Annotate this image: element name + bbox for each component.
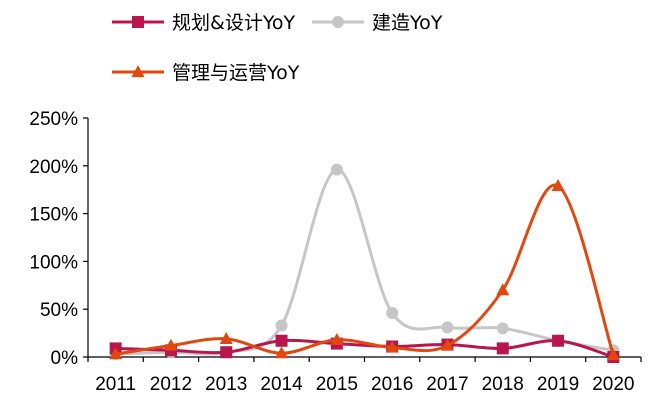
x-tick-label: 2017 — [426, 374, 468, 395]
series-layer — [109, 163, 620, 363]
data-point — [386, 307, 399, 320]
series-yoy — [109, 179, 620, 361]
series-line — [114, 183, 615, 357]
x-tick-label: 2016 — [371, 374, 413, 395]
x-tick-label: 2015 — [316, 374, 358, 395]
legend-label: 管理与运营YoY — [172, 62, 300, 84]
x-tick-label: 2018 — [482, 374, 524, 395]
x-tick-label: 2014 — [260, 374, 303, 395]
x-tick-label: 2011 — [95, 374, 136, 395]
data-point — [330, 163, 343, 176]
y-tick-label: 150% — [29, 205, 78, 226]
series-line — [114, 338, 615, 359]
data-point — [275, 334, 288, 347]
x-tick-label: 2012 — [150, 374, 192, 395]
data-point — [275, 346, 289, 359]
data-point — [330, 332, 344, 345]
legend-marker — [332, 16, 344, 28]
data-point — [496, 322, 509, 335]
data-point — [606, 348, 620, 361]
legend-label: 规划&设计YoY — [172, 12, 296, 34]
data-point — [385, 340, 399, 353]
data-point — [496, 283, 510, 296]
legend-item: 建造YoY — [312, 12, 443, 34]
x-tick-label: 2019 — [537, 374, 579, 395]
series-line — [114, 168, 615, 356]
x-tick-label: 2020 — [592, 374, 634, 395]
y-tick-label: 50% — [40, 300, 78, 321]
y-tick-label: 0% — [51, 348, 79, 369]
data-point — [219, 331, 233, 344]
data-point — [220, 346, 233, 359]
data-point — [164, 338, 178, 351]
legend-item: 规划&设计YoY — [112, 12, 296, 34]
data-point — [275, 319, 288, 332]
legend-marker — [131, 65, 145, 78]
y-tick-label: 250% — [29, 109, 78, 130]
legend-marker — [132, 16, 144, 28]
data-point — [441, 321, 454, 334]
legend-label: 建造YoY — [372, 12, 443, 34]
x-tick-label: 2013 — [205, 374, 247, 395]
data-point — [551, 179, 565, 192]
data-point — [109, 347, 123, 360]
data-point — [552, 334, 565, 347]
data-point — [440, 338, 454, 351]
series-yoy — [109, 163, 620, 361]
legend-item: 管理与运营YoY — [112, 62, 300, 84]
y-axis: 0% 50% 100% 150% 200% 250% — [29, 109, 89, 369]
x-axis: 2011 2012 2013 2014 2015 2016 2017 2018 2019 2020 — [87, 356, 642, 395]
y-tick-label: 200% — [29, 157, 78, 178]
y-tick-label: 100% — [29, 252, 78, 273]
legend: 规划&设计YoY 建造YoY 管理与运营YoY — [112, 12, 443, 84]
data-point — [496, 342, 509, 355]
